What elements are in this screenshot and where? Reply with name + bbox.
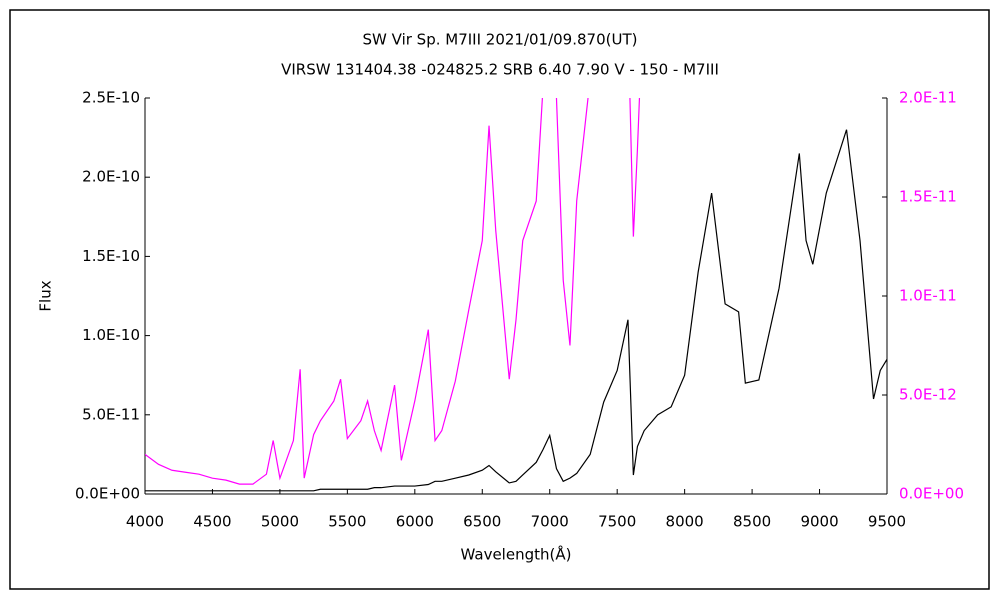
y-tick-label: 1.5E-10 [82,247,140,265]
y-tick-label: 5.0E-11 [82,405,140,423]
y2-tick-label: 2.0E-11 [899,89,957,107]
y2-tick-label: 0.0E+00 [899,485,964,503]
x-tick-label: 6500 [463,513,501,531]
y-tick-label: 0.0E+00 [75,485,140,503]
y-axis-label: Flux [37,280,55,311]
y2-tick-label: 1.5E-11 [899,188,957,206]
data-line [145,129,887,492]
x-tick-label: 7000 [531,513,569,531]
x-tick-label: 7500 [598,513,636,531]
y2-tick-label: 1.0E-11 [899,287,957,305]
x-tick-label: 4500 [193,513,231,531]
y-tick-label: 2.5E-10 [82,89,140,107]
x-tick-label: 9000 [800,513,838,531]
y-tick-label: 1.0E-10 [82,326,140,344]
x-tick-label: 8500 [733,513,771,531]
x-tick-label: 9500 [868,513,906,531]
x-tick-label: 5000 [261,513,299,531]
chart-subtitle: VIRSW 131404.38 -024825.2 SRB 6.40 7.90 … [281,61,719,79]
x-tick-label: 6000 [396,513,434,531]
data-line [145,98,641,485]
x-axis-label: Wavelength(Å) [461,545,572,564]
y-tick-label: 2.0E-10 [82,168,140,186]
x-tick-label: 5500 [328,513,366,531]
x-tick-label: 8000 [666,513,704,531]
chart-border [9,9,990,590]
y2-tick-label: 5.0E-12 [899,386,957,404]
x-tick-label: 4000 [126,513,164,531]
chart-title: SW Vir Sp. M7III 2021/01/09.870(UT) [363,31,638,49]
